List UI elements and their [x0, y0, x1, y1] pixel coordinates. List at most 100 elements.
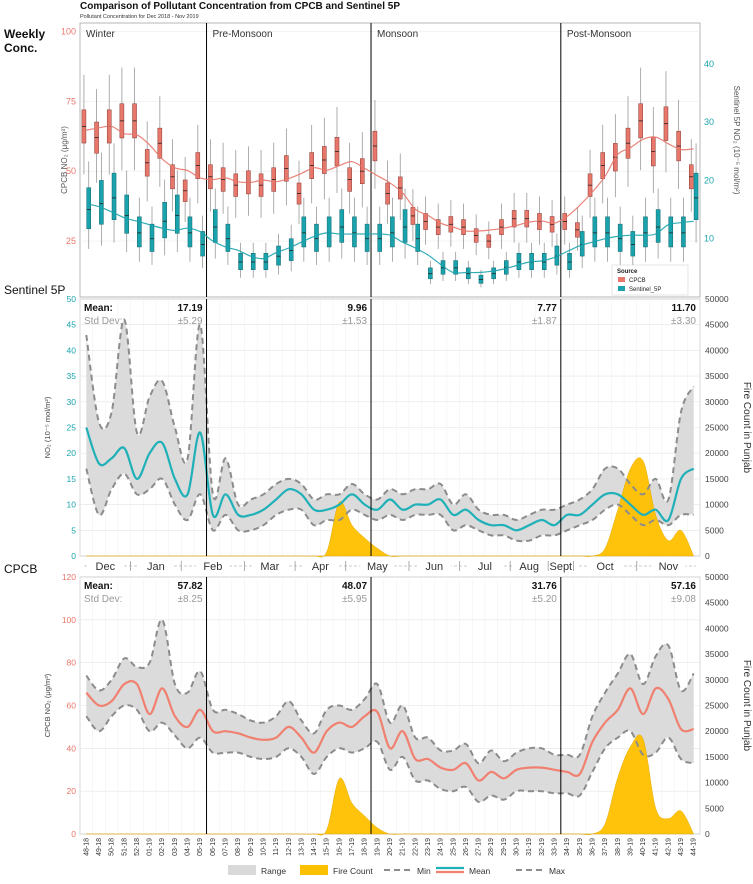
sentinel-box: [453, 260, 458, 275]
cpcb-mean-line: [85, 680, 694, 782]
sentinel-right-tick-label: 20000: [705, 448, 729, 458]
x-week-tick-label: 04-19: [185, 838, 192, 856]
x-week-tick-label: 14-19: [311, 838, 318, 856]
sentinel-right-tick-label: 35000: [705, 371, 729, 381]
sentinel-right-tick-label: 0: [705, 551, 710, 561]
sentinel-season-std-value: ±1.53: [342, 316, 367, 327]
sentinel-left-tick-label: 25: [67, 423, 77, 433]
sentinel-left-tick-label: 35: [67, 371, 77, 381]
sentinel-box: [579, 231, 585, 257]
weekly-legend-sentinel-label: Sentinel_5P: [629, 287, 661, 293]
sentinel-box: [617, 223, 623, 252]
x-week-tick-label: 03-19: [172, 838, 179, 856]
cpcb-season-mean-value: 57.82: [177, 581, 202, 592]
sentinel-month-label: Oct: [597, 561, 614, 573]
sentinel-box: [668, 216, 674, 248]
x-week-tick-label: 43-19: [678, 838, 685, 856]
weekly-right-tick-label: 40: [704, 59, 714, 69]
sentinel-right-tick-label: 45000: [705, 320, 729, 330]
x-week-tick-label: 36-19: [589, 838, 596, 856]
weekly-season-label: Pre-Monsoon: [213, 29, 273, 40]
x-week-tick-label: 29-19: [501, 838, 508, 856]
x-week-tick-label: 27-19: [476, 838, 483, 856]
x-week-tick-label: 11-19: [273, 838, 280, 855]
weekly-label-line2: Conc.: [4, 41, 37, 55]
cpcb-right-tick-label: 35000: [705, 649, 729, 659]
x-week-tick-label: 44-19: [691, 838, 698, 856]
x-week-tick-label: 12-19: [286, 838, 293, 856]
sentinel-left-tick-label: 40: [67, 345, 77, 355]
sentinel-box: [415, 223, 420, 252]
sentinel-month-label-bg: [303, 559, 338, 573]
figure-subtitle: Pollutant Concentration for Dec 2018 - N…: [80, 14, 199, 20]
sentinel-box: [200, 231, 205, 257]
sentinel-box: [567, 253, 572, 270]
sentinel-month-label: Mar: [260, 561, 279, 573]
cpcb-season-std-value: ±5.95: [342, 594, 367, 605]
weekly-left-tick-label: 75: [66, 96, 76, 106]
x-week-tick-label: 48-18: [83, 838, 90, 856]
weekly-legend-sentinel-swatch: [618, 286, 625, 291]
sentinel-box: [352, 216, 357, 248]
weekly-season-label: Post-Monsoon: [567, 29, 631, 40]
x-week-tick-label: 22-19: [412, 838, 419, 856]
sentinel-box: [643, 216, 648, 248]
cpcb-right-tick-label: 15000: [705, 752, 729, 762]
weekly-right-tick-label: 20: [704, 175, 714, 185]
weekly-legend-title: Source: [617, 269, 638, 275]
sentinel-month-label: Jun: [425, 561, 443, 573]
sentinel-box: [250, 253, 256, 270]
sentinel-box: [111, 172, 117, 220]
weekly-season-label: Monsoon: [377, 29, 418, 40]
weekly-plot-area: [79, 22, 701, 298]
x-week-tick-label: 24-19: [438, 838, 445, 856]
legend-min-label: Min: [417, 866, 431, 876]
sentinel-box: [99, 180, 104, 225]
cpcb-max-line: [85, 618, 695, 765]
sentinel-month-label: Feb: [203, 561, 222, 573]
x-week-tick-label: 49-18: [96, 838, 103, 856]
sentinel-box: [175, 194, 180, 234]
sentinel-box: [212, 209, 218, 243]
cpcb-left-tick-label: 40: [67, 743, 77, 753]
x-week-tick-label: 20-19: [387, 838, 394, 856]
sentinel-month-label-bg: [543, 559, 578, 573]
x-week-tick-label: 07-19: [223, 838, 230, 856]
sentinel-box: [314, 223, 319, 252]
sentinel-box: [630, 231, 636, 257]
x-week-tick-label: 52-18: [134, 838, 141, 856]
sentinel-right-axis-title: Fire Count in Punjab: [741, 382, 752, 474]
cpcb-right-tick-label: 25000: [705, 701, 729, 711]
sentinel-month-label-bg: [138, 559, 173, 573]
legend-fire-count-label: Fire Count: [333, 866, 373, 876]
figure-title: Comparison of Pollutant Concentration fr…: [80, 1, 400, 12]
cpcb-right-tick-label: 10000: [705, 778, 729, 788]
x-week-tick-label: 06-19: [210, 838, 217, 856]
weekly-left-tick-label: 100: [61, 26, 76, 36]
sentinel-season-mean-value: 9.96: [348, 303, 368, 314]
sentinel-box: [693, 172, 699, 220]
sentinel-month-label: Dec: [96, 561, 116, 573]
x-week-tick-label: 19-19: [374, 838, 381, 856]
sentinel-box: [187, 216, 193, 248]
sentinel-month-label-bg: [417, 559, 452, 573]
x-week-tick-label: 34-19: [564, 838, 571, 856]
sentinel-month-label: May: [367, 561, 388, 573]
sentinel-box: [364, 223, 370, 252]
x-week-tick-label: 13-19: [298, 838, 305, 856]
x-week-tick-label: 51-18: [121, 838, 128, 856]
sentinel-month-label: Aug: [519, 561, 539, 573]
sentinel-month-label: Nov: [659, 561, 679, 573]
cpcb-left-axis-title: CPCB NO₂ (μg/m³): [43, 673, 52, 737]
cpcb-season-mean-value: 48.07: [342, 581, 367, 592]
cpcb-season-mean-value: 31.76: [532, 581, 557, 592]
weekly-label-line1: Weekly: [4, 27, 45, 41]
sentinel-box: [162, 202, 167, 239]
weekly-legend-cpcb-label: CPCB: [629, 278, 646, 284]
sentinel-right-tick-label: 15000: [705, 474, 729, 484]
cpcb-right-tick-label: 5000: [705, 803, 724, 813]
x-axis-week-ticks: 48-18 49-18 50-18 51-18 52-18 01-19 02-19 03-19…: [83, 838, 697, 856]
x-week-tick-label: 09-19: [248, 838, 255, 856]
cpcb-right-tick-label: 20000: [705, 726, 729, 736]
